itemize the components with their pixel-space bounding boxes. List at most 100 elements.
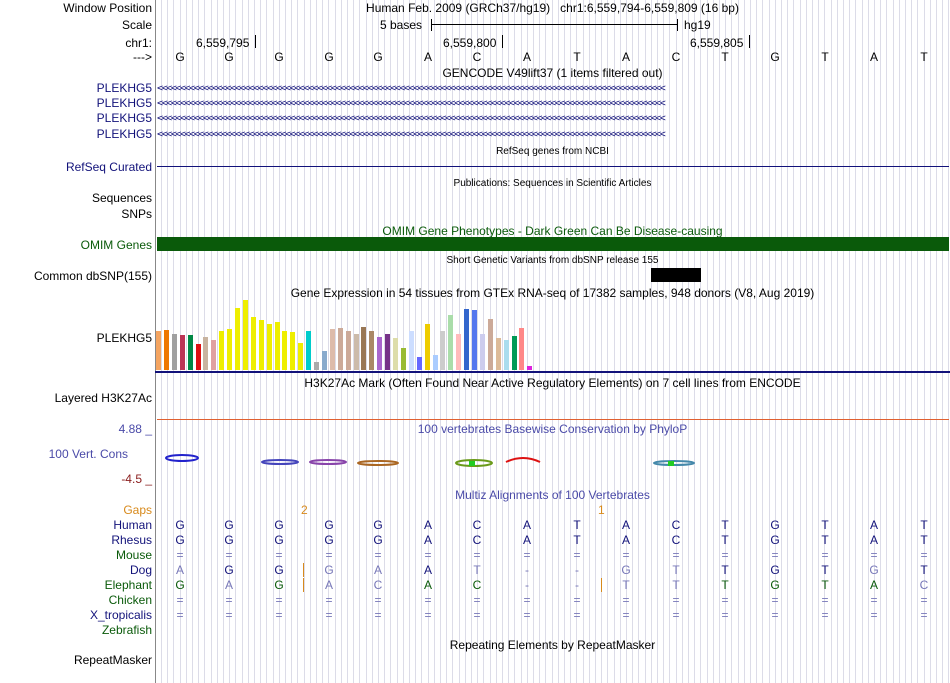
gtex-tissue-bar[interactable] bbox=[385, 334, 390, 370]
gtex-tissue-bar[interactable] bbox=[377, 337, 382, 370]
gtex-tissue-bar[interactable] bbox=[401, 348, 406, 370]
species-label[interactable]: X_tropicalis bbox=[89, 608, 152, 622]
gtex-tissue-bar[interactable] bbox=[409, 331, 414, 370]
species-label[interactable]: Zebrafish bbox=[101, 623, 152, 637]
grid-line bbox=[527, 0, 528, 683]
gtex-gene-label[interactable]: PLEKHG5 bbox=[96, 331, 152, 345]
gtex-tissue-bar[interactable] bbox=[267, 324, 272, 370]
aligned-base: A bbox=[621, 518, 630, 532]
species-label[interactable]: Dog bbox=[129, 563, 152, 577]
gtex-tissue-bar[interactable] bbox=[480, 334, 485, 370]
gtex-tissue-bar[interactable] bbox=[456, 334, 461, 370]
snp-feature[interactable] bbox=[651, 268, 701, 282]
gtex-tissue-bar[interactable] bbox=[275, 322, 280, 370]
gtex-tissue-bar[interactable] bbox=[282, 331, 287, 370]
grid-line bbox=[886, 0, 887, 683]
aligned-base: = bbox=[523, 593, 531, 607]
gene-feature-plekhg5[interactable]: <<<<<<<<<<<<<<<<<<<<<<<<<<<<<<<<<<<<<<<<… bbox=[157, 129, 666, 140]
aligned-base: = bbox=[523, 548, 531, 562]
species-label[interactable]: Human bbox=[113, 518, 152, 532]
gtex-tissue-bar[interactable] bbox=[243, 300, 248, 370]
gtex-tissue-bar[interactable] bbox=[464, 309, 469, 370]
gtex-tissue-bar[interactable] bbox=[512, 336, 517, 370]
gtex-tissue-bar[interactable] bbox=[519, 328, 524, 370]
grid-line bbox=[273, 0, 274, 683]
gtex-tissue-bar[interactable] bbox=[290, 332, 295, 370]
gtex-tissue-bar[interactable] bbox=[164, 330, 169, 370]
grid-line bbox=[161, 0, 162, 683]
aligned-base: = bbox=[424, 593, 432, 607]
cons-label[interactable]: 100 Vert. Cons bbox=[48, 447, 128, 461]
reference-base: T bbox=[821, 50, 829, 64]
h3k27ac-label[interactable]: Layered H3K27Ac bbox=[54, 391, 152, 405]
aligned-base: A bbox=[423, 578, 432, 592]
gtex-tissue-bar[interactable] bbox=[488, 319, 493, 370]
gtex-tissue-bar[interactable] bbox=[219, 331, 224, 370]
grid-line bbox=[831, 0, 832, 683]
omim-gene-bar[interactable] bbox=[157, 237, 949, 251]
gtex-tissue-bar[interactable] bbox=[338, 328, 343, 370]
gtex-tissue-bar[interactable] bbox=[393, 338, 398, 370]
grid-line bbox=[905, 0, 906, 683]
aligned-base: C bbox=[472, 518, 482, 532]
gene-label[interactable]: PLEKHG5 bbox=[96, 111, 152, 125]
refseq-label[interactable]: RefSeq Curated bbox=[65, 160, 152, 174]
gtex-tissue-bar[interactable] bbox=[354, 334, 359, 370]
window-position-text[interactable]: Human Feb. 2009 (GRCh37/hg19) chr1:6,559… bbox=[366, 1, 739, 15]
gtex-tissue-bar[interactable] bbox=[440, 331, 445, 370]
gtex-tissue-bar[interactable] bbox=[314, 362, 319, 370]
gtex-tissue-bar[interactable] bbox=[211, 340, 216, 370]
gene-feature-plekhg5[interactable]: <<<<<<<<<<<<<<<<<<<<<<<<<<<<<<<<<<<<<<<<… bbox=[157, 83, 666, 94]
gtex-tissue-bar[interactable] bbox=[196, 344, 201, 370]
species-label[interactable]: Mouse bbox=[115, 548, 152, 562]
gene-feature-plekhg5[interactable]: <<<<<<<<<<<<<<<<<<<<<<<<<<<<<<<<<<<<<<<<… bbox=[157, 98, 666, 109]
gtex-tissue-bar[interactable] bbox=[472, 310, 477, 370]
gtex-tissue-bar[interactable] bbox=[180, 335, 185, 370]
sequences-label[interactable]: Sequences bbox=[91, 191, 152, 205]
gtex-tissue-bar[interactable] bbox=[251, 317, 256, 370]
species-label[interactable]: Elephant bbox=[104, 578, 152, 592]
gtex-tissue-bar[interactable] bbox=[203, 337, 208, 370]
gtex-tissue-bar[interactable] bbox=[298, 343, 303, 370]
gtex-tissue-bar[interactable] bbox=[322, 351, 327, 370]
repeatmasker-label[interactable]: RepeatMasker bbox=[73, 653, 152, 667]
gtex-tissue-bar[interactable] bbox=[235, 308, 240, 370]
gtex-tissue-bar[interactable] bbox=[369, 331, 374, 370]
gtex-tissue-bar[interactable] bbox=[425, 324, 430, 370]
gtex-tissue-bar[interactable] bbox=[227, 329, 232, 370]
cons-wiggle[interactable] bbox=[156, 452, 946, 470]
aligned-base: = bbox=[573, 593, 581, 607]
grid-line bbox=[707, 0, 708, 683]
gaps-label[interactable]: Gaps bbox=[123, 503, 152, 517]
dbsnp-label[interactable]: Common dbSNP(155) bbox=[33, 269, 152, 283]
omim-label[interactable]: OMIM Genes bbox=[80, 238, 152, 252]
gtex-tissue-bar[interactable] bbox=[433, 355, 438, 370]
refseq-gene-line[interactable] bbox=[157, 166, 949, 167]
gene-label[interactable]: PLEKHG5 bbox=[96, 127, 152, 141]
species-label[interactable]: Rhesus bbox=[111, 533, 152, 547]
gtex-tissue-bar[interactable] bbox=[527, 366, 532, 370]
aligned-base: = bbox=[176, 608, 184, 622]
gtex-tissue-bar[interactable] bbox=[330, 329, 335, 370]
gtex-tissue-bar[interactable] bbox=[306, 331, 311, 370]
gtex-tissue-bar[interactable] bbox=[188, 335, 193, 370]
gtex-tissue-bar[interactable] bbox=[448, 315, 453, 370]
grid-line bbox=[564, 0, 565, 683]
cons-peak bbox=[357, 460, 399, 466]
gtex-tissue-bar[interactable] bbox=[417, 357, 422, 370]
gene-feature-plekhg5[interactable]: <<<<<<<<<<<<<<<<<<<<<<<<<<<<<<<<<<<<<<<<… bbox=[157, 113, 666, 124]
snps-label[interactable]: SNPs bbox=[121, 207, 152, 221]
aligned-base: T bbox=[473, 563, 481, 577]
gtex-tissue-bar[interactable] bbox=[259, 320, 264, 370]
gene-label[interactable]: PLEKHG5 bbox=[96, 96, 152, 110]
gtex-tissue-bar[interactable] bbox=[361, 327, 366, 370]
gtex-tissue-bar[interactable] bbox=[504, 340, 509, 370]
gtex-tissue-bar[interactable] bbox=[156, 331, 161, 370]
gene-label[interactable]: PLEKHG5 bbox=[96, 81, 152, 95]
grid-line bbox=[297, 0, 298, 683]
gtex-tissue-bar[interactable] bbox=[346, 331, 351, 370]
gtex-tissue-bar[interactable] bbox=[172, 334, 177, 370]
species-label[interactable]: Chicken bbox=[108, 593, 152, 607]
gtex-tissue-bar[interactable] bbox=[496, 338, 501, 370]
